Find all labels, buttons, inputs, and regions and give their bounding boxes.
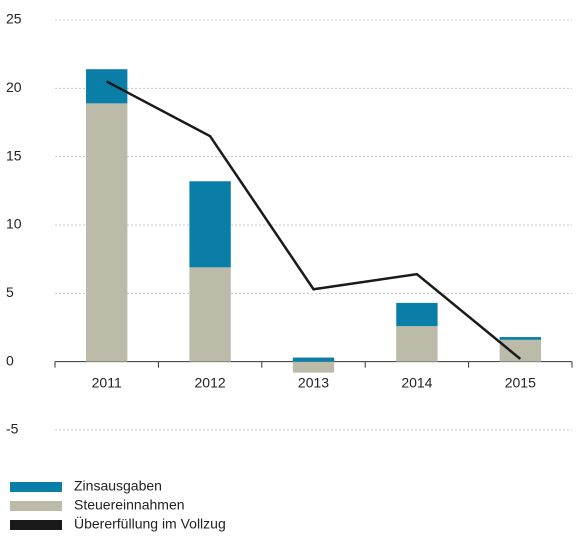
legend-label: Übererfüllung im Vollzug bbox=[74, 515, 226, 532]
bar bbox=[499, 339, 541, 362]
legend-swatch bbox=[10, 501, 62, 511]
y-tick-label: 15 bbox=[6, 147, 22, 163]
legend-label: Steuereinnahmen bbox=[74, 497, 185, 513]
y-tick-label: 5 bbox=[6, 284, 14, 300]
bar bbox=[292, 357, 335, 362]
line bbox=[106, 80, 522, 360]
x-tick-label: 2013 bbox=[298, 374, 329, 390]
bar bbox=[189, 181, 231, 268]
bar bbox=[86, 103, 128, 362]
x-tick-label: 2012 bbox=[195, 374, 226, 390]
legend-swatch bbox=[10, 482, 62, 492]
y-tick-label: 0 bbox=[6, 352, 14, 368]
bar bbox=[396, 302, 438, 327]
x-tick-label: 2011 bbox=[92, 374, 122, 390]
x-tick-label: 2014 bbox=[401, 374, 432, 390]
bar bbox=[292, 361, 335, 373]
x-tick-label: 2015 bbox=[505, 374, 536, 390]
y-tick-label: 25 bbox=[6, 11, 22, 27]
y-tick-label: -5 bbox=[6, 421, 19, 437]
bar bbox=[189, 267, 231, 362]
bar bbox=[86, 69, 128, 104]
y-tick-label: 10 bbox=[6, 216, 22, 232]
bar bbox=[499, 337, 541, 340]
legend-swatch bbox=[10, 520, 62, 530]
y-tick-label: 20 bbox=[6, 79, 22, 95]
bar bbox=[396, 326, 438, 362]
legend-label: Zinsausgaben bbox=[74, 478, 162, 494]
